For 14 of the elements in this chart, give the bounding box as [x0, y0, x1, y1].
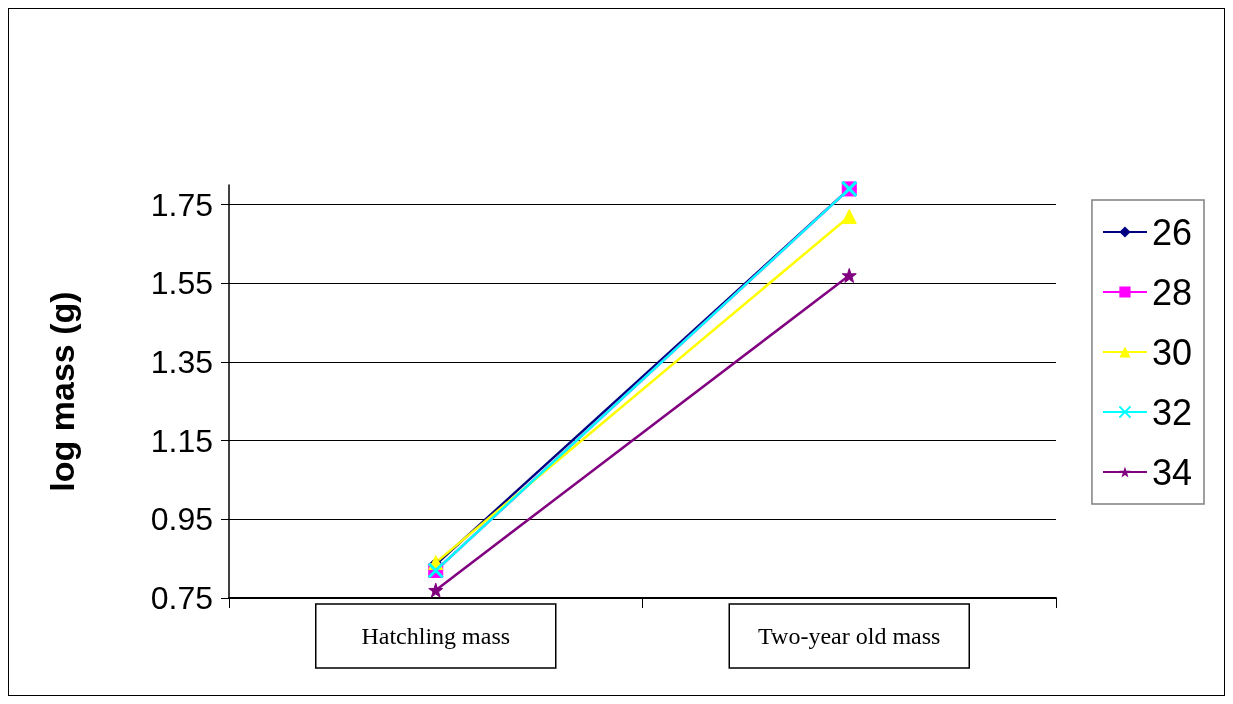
- y-tick-label: 0.75: [150, 580, 213, 616]
- x-tick-label: Two-year old mass: [758, 623, 941, 649]
- legend-label: 28: [1151, 271, 1192, 313]
- x-tick-label: Hatchling mass: [361, 623, 511, 649]
- legend-label: 32: [1151, 391, 1192, 433]
- y-tick-label: 1.15: [150, 422, 213, 459]
- y-tick-label: 1.75: [150, 186, 213, 223]
- y-tick-label: 0.95: [150, 501, 213, 538]
- y-tick-label: 1.55: [150, 265, 213, 302]
- legend-label: 30: [1151, 331, 1192, 373]
- y-tick-label: 1.35: [150, 344, 213, 380]
- legend-label: 26: [1151, 211, 1192, 253]
- y-axis-title: log mass (g): [43, 291, 81, 492]
- legend-label: 34: [1151, 451, 1192, 493]
